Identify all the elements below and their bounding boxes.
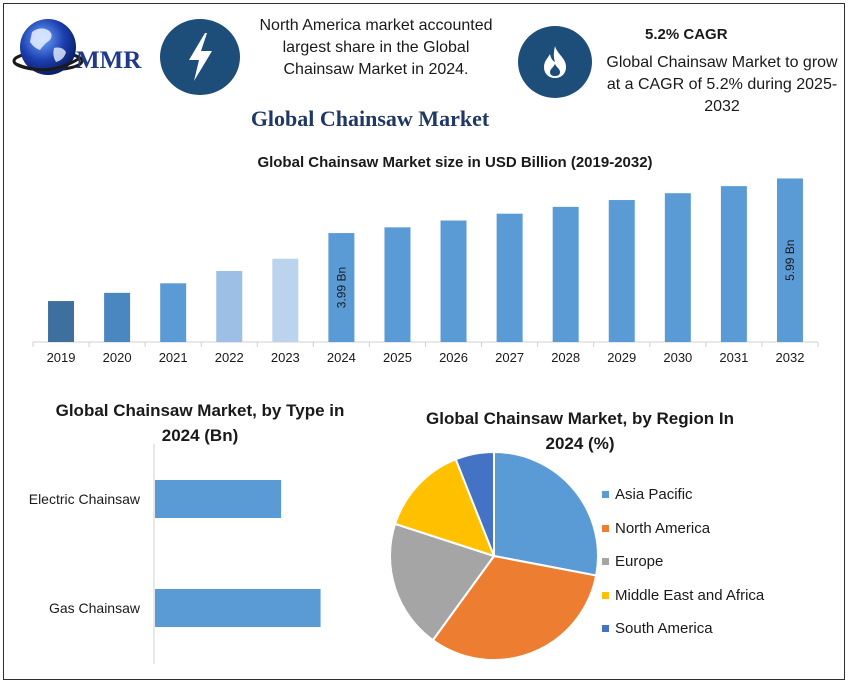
x-tick-label: 2031	[719, 350, 748, 365]
bar-2029	[608, 200, 635, 342]
lightning-bolt-icon	[160, 19, 240, 95]
bar-2024	[328, 233, 355, 342]
main-title: Global Chainsaw Market	[250, 106, 490, 131]
legend-label: Europe	[615, 553, 664, 571]
x-tick-label: 2024	[327, 350, 356, 365]
legend-swatch	[602, 558, 609, 566]
x-tick-label: 2027	[495, 350, 524, 365]
bar-chart-title: Global Chainsaw Market size in USD Billi…	[257, 154, 653, 171]
category-label: Electric Chainsaw	[29, 491, 141, 507]
x-tick-label: 2019	[47, 350, 76, 365]
legend-swatch	[602, 491, 609, 499]
legend-item: Europe	[602, 545, 764, 579]
bar-2019	[48, 301, 75, 342]
pie-slice-middle-east-and-africa	[393, 458, 496, 558]
north-america-note: North America market accounted largest s…	[259, 17, 493, 78]
legend-item: North America	[602, 512, 764, 546]
x-tick-label: 2022	[215, 350, 244, 365]
bar-gas-chainsaw	[155, 589, 321, 627]
x-tick-label: 2020	[103, 350, 132, 365]
pie-slice-europe	[389, 522, 496, 642]
globe-icon	[12, 19, 84, 75]
x-tick-label: 2028	[551, 350, 580, 365]
mmr-logo	[10, 14, 155, 86]
x-tick-label: 2023	[271, 350, 300, 365]
bar-2031	[720, 186, 747, 342]
pie-slice-south-america	[454, 450, 495, 557]
cagr-note: Global Chainsaw Market to grow at a CAGR…	[606, 54, 838, 115]
cagr-title: 5.2% CAGR	[645, 26, 728, 43]
bar-2032	[776, 178, 803, 342]
logo-text: MMR	[76, 47, 142, 74]
pie-legend: Asia Pacific North America Europe Middle Ea…	[602, 478, 764, 646]
type-chart-title: Global Chainsaw Market, by Type in 2024 …	[55, 401, 345, 445]
legend-item: South America	[602, 612, 764, 646]
bar-electric-chainsaw	[155, 480, 282, 518]
bar-2026	[440, 220, 467, 342]
x-tick-label: 2021	[159, 350, 188, 365]
market-size-bar-chart: 2019 2020 2021 2022 2023 2024 3.99 Bn 2025 2026 2…	[32, 178, 819, 365]
x-tick-label: 2030	[663, 350, 692, 365]
legend-label: Asia Pacific	[615, 486, 693, 504]
legend-item: Asia Pacific	[602, 478, 764, 512]
bar-2028	[552, 206, 579, 342]
legend-label: Middle East and Africa	[615, 586, 765, 604]
bar-2023	[272, 258, 299, 342]
flame-icon	[518, 26, 592, 98]
pie-slice-asia-pacific	[493, 450, 599, 577]
x-tick-label: 2026	[439, 350, 468, 365]
legend-swatch	[602, 524, 609, 532]
legend-swatch	[602, 591, 609, 599]
x-tick-label: 2029	[607, 350, 636, 365]
bar-2022	[216, 271, 243, 342]
data-label-2024: 3.99 Bn	[334, 267, 348, 308]
region-chart-title: Global Chainsaw Market, by Region In 202…	[426, 409, 734, 453]
bar-2030	[664, 193, 691, 342]
data-label-2032: 5.99 Bn	[783, 240, 797, 281]
category-label: Gas Chainsaw	[49, 600, 141, 616]
x-tick-label: 2025	[383, 350, 412, 365]
type-bar-chart: Electric Chainsaw Gas Chainsaw	[29, 444, 321, 664]
infographic-frame	[3, 3, 845, 680]
bar-2020	[104, 292, 131, 342]
legend-label: North America	[615, 519, 711, 537]
bar-2027	[496, 213, 523, 342]
bar-2021	[160, 283, 187, 342]
legend-item: Middle East and Africa	[602, 579, 764, 613]
legend-swatch	[602, 625, 609, 633]
legend-label: South America	[615, 620, 713, 638]
x-tick-label: 2032	[776, 350, 805, 365]
bar-2025	[384, 227, 411, 342]
pie-slice-north-america	[431, 554, 598, 661]
region-pie-chart	[389, 450, 599, 661]
